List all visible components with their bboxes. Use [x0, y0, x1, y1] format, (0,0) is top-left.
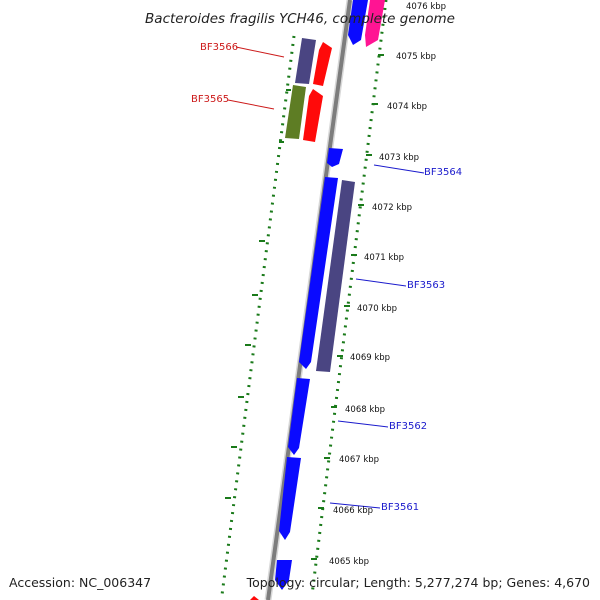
gene-bf3565-olive[interactable] [285, 85, 306, 139]
kbp-label: 4072 kbp [372, 203, 412, 213]
kbp-label: 4066 kbp [333, 506, 373, 516]
kbp-label: 4069 kbp [350, 353, 390, 363]
gene-bf3566-purple[interactable] [295, 38, 316, 84]
kbp-label: 4076 kbp [406, 2, 446, 12]
gene-red-bottom[interactable] [250, 596, 259, 600]
genes [250, 0, 385, 600]
genome-title: Bacteroides fragilis YCH46, complete gen… [145, 11, 455, 27]
kbp-labels: 4076 kbp 4075 kbp 4074 kbp 4073 kbp 4072… [329, 2, 446, 567]
gene-bf3563-blue[interactable] [299, 177, 338, 369]
gene-label-bf3565[interactable]: BF3565 [191, 94, 229, 105]
kbp-label: 4071 kbp [364, 253, 404, 263]
gene-blue-top[interactable] [348, 0, 368, 45]
kbp-label: 4073 kbp [379, 153, 419, 163]
gene-blue-bottom[interactable] [275, 560, 292, 590]
gene-bf3565-red[interactable] [303, 89, 323, 142]
gene-magenta-top[interactable] [365, 0, 385, 47]
gene-bf3561[interactable] [279, 457, 301, 540]
topology-text: Topology: circular; Length: 5,277,274 bp… [246, 575, 590, 590]
gene-labels: BF3566 BF3565 BF3564 BF3563 BF3562 BF356… [191, 42, 462, 513]
kbp-label: 4075 kbp [396, 52, 436, 62]
minor-ticks [225, 54, 384, 560]
gene-label-bf3562[interactable]: BF3562 [389, 421, 427, 432]
gene-label-bf3563[interactable]: BF3563 [407, 280, 445, 291]
gene-bf3563-purple[interactable] [316, 180, 355, 372]
left-dotted-track [220, 35, 296, 596]
kbp-label: 4067 kbp [339, 455, 379, 465]
kbp-label: 4074 kbp [387, 102, 427, 112]
kbp-label: 4068 kbp [345, 405, 385, 415]
kbp-label: 4065 kbp [329, 557, 369, 567]
gene-bf3564[interactable] [327, 148, 343, 167]
gene-bf3562[interactable] [288, 378, 310, 455]
gene-label-bf3561[interactable]: BF3561 [381, 502, 419, 513]
gene-bf3566-red[interactable] [313, 42, 332, 86]
kbp-label: 4070 kbp [357, 304, 397, 314]
leader-lines [227, 46, 425, 509]
gene-label-bf3566[interactable]: BF3566 [200, 42, 238, 53]
accession-text: Accession: NC_006347 [9, 575, 151, 590]
gene-label-bf3564[interactable]: BF3564 [424, 167, 462, 178]
